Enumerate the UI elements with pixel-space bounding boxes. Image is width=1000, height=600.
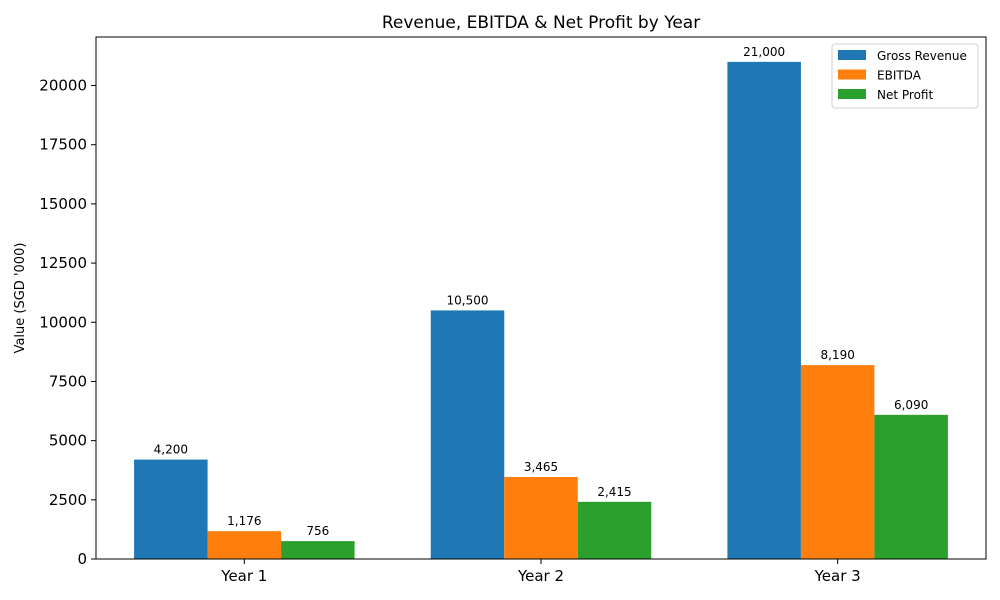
- y-tick-label: 12500: [39, 254, 87, 272]
- x-tick-label: Year 1: [220, 567, 267, 585]
- bar-net-profit-year-1: [281, 541, 355, 559]
- legend-swatch-gross-revenue: [838, 50, 866, 60]
- y-tick-label: 7500: [49, 372, 87, 390]
- data-label: 8,190: [820, 348, 854, 362]
- data-label: 756: [306, 524, 329, 538]
- bar-ebitda-year-2: [504, 476, 578, 559]
- y-tick-label: 5000: [49, 432, 87, 450]
- data-label: 21,000: [743, 45, 785, 59]
- legend-swatch-ebitda: [838, 69, 866, 80]
- y-tick-label: 10000: [39, 313, 87, 331]
- y-axis-ticks: 0 2500 5000 7500 10000 12500 15000 17500 20000: [39, 77, 96, 568]
- bar-net-profit-year-3: [874, 414, 948, 559]
- data-label: 6,090: [894, 398, 928, 412]
- data-labels-group: 4,200 1,176 756 10,500 3,465 2,415 21,000 8,190…: [154, 45, 929, 538]
- data-label: 10,500: [447, 293, 489, 307]
- legend-box: [831, 43, 979, 109]
- legend-label: Gross Revenue: [877, 49, 967, 63]
- y-tick-label: 17500: [39, 136, 87, 154]
- legend: Gross Revenue EBITDA Net Profit: [831, 43, 979, 109]
- data-label: 4,200: [154, 443, 188, 457]
- data-label: 2,415: [597, 485, 631, 499]
- legend-label: Net Profit: [877, 88, 933, 102]
- bar-net-profit-year-2: [577, 501, 652, 559]
- bars-group: [134, 61, 948, 559]
- y-axis-label: Value (SGD '000): [13, 243, 28, 354]
- y-tick-label: 15000: [39, 195, 87, 213]
- y-tick-label: 0: [77, 550, 87, 568]
- bar-gross-revenue-year-3: [727, 61, 801, 559]
- x-tick-label: Year 3: [814, 567, 861, 585]
- y-tick-label: 20000: [39, 77, 87, 95]
- data-label: 3,465: [524, 460, 558, 474]
- y-tick-label: 2500: [49, 491, 87, 509]
- bar-gross-revenue-year-2: [430, 310, 505, 559]
- bar-ebitda-year-3: [800, 365, 875, 559]
- legend-swatch-net-profit: [838, 89, 866, 99]
- legend-label: EBITDA: [877, 69, 922, 83]
- bar-ebitda-year-1: [207, 531, 282, 559]
- plot-frame: [95, 36, 987, 560]
- data-label: 1,176: [227, 514, 261, 528]
- x-axis-ticks: Year 1 Year 2 Year 3: [220, 559, 861, 585]
- bar-gross-revenue-year-1: [134, 459, 208, 559]
- chart-title: Revenue, EBITDA & Net Profit by Year: [382, 13, 700, 33]
- x-tick-label: Year 2: [517, 567, 564, 585]
